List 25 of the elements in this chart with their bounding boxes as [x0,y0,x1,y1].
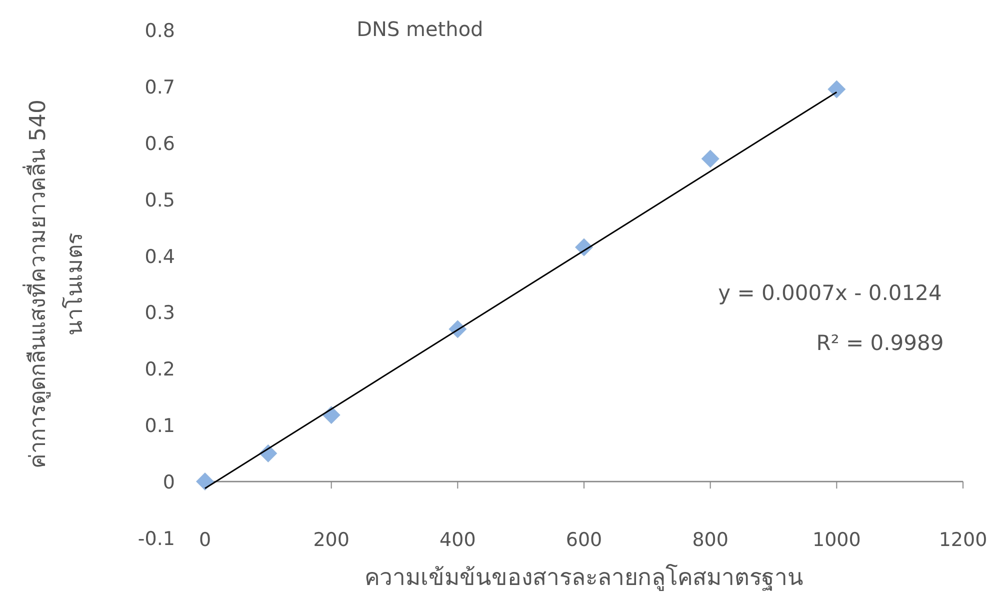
y-tick-label: 0 [162,472,175,494]
annotation: y = 0.0007x - 0.0124 [718,281,942,305]
point [196,472,214,491]
y-tick-label: 0.3 [144,302,175,324]
point [828,80,846,98]
y-axis-title: ค่าการดูดกลืนแสงที่ความยาวคลื่น 540 นาโนเมตร [22,100,88,468]
y-tick-label: 0.6 [144,132,175,155]
x-axis-title: ความเข้มข้นของสารละลายกลูโคสมาตรฐาน [364,564,804,591]
y-tick-label: 0.1 [144,415,175,438]
annotation: R² = 0.9989 [816,331,944,355]
y-tick-label: 0.7 [144,76,175,98]
y-tick-label: -0.1 [138,528,175,550]
x-tick-label: 1200 [938,529,988,551]
x-tick-label: 800 [692,529,728,551]
y-tick-label: 0.4 [144,246,175,268]
x-tick-label: 600 [566,529,602,551]
y-tick-label: 0.2 [144,358,175,381]
chart-title: DNS method [356,17,484,41]
point [701,150,720,168]
y-tick-label: 0.5 [144,189,175,212]
x-tick-label: 200 [313,529,350,551]
y-tick-label: 0.8 [144,20,175,42]
x-tick-label: 1000 [812,529,861,551]
x-tick-label: 0 [198,529,212,551]
x-tick-label: 400 [440,529,476,551]
